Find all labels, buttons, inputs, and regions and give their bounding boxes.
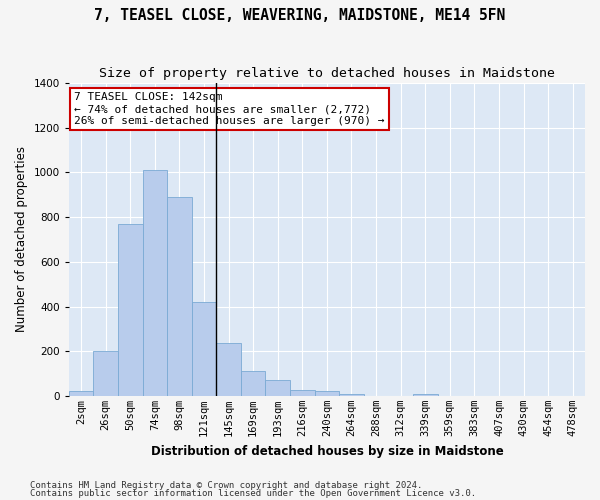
Text: 7, TEASEL CLOSE, WEAVERING, MAIDSTONE, ME14 5FN: 7, TEASEL CLOSE, WEAVERING, MAIDSTONE, M… bbox=[94, 8, 506, 22]
Bar bbox=[69, 392, 94, 396]
Bar bbox=[314, 392, 339, 396]
Bar bbox=[118, 224, 143, 396]
Bar bbox=[413, 394, 437, 396]
Y-axis label: Number of detached properties: Number of detached properties bbox=[15, 146, 28, 332]
Bar bbox=[217, 344, 241, 396]
Bar bbox=[167, 197, 192, 396]
Text: 7 TEASEL CLOSE: 142sqm
← 74% of detached houses are smaller (2,772)
26% of semi-: 7 TEASEL CLOSE: 142sqm ← 74% of detached… bbox=[74, 92, 385, 126]
X-axis label: Distribution of detached houses by size in Maidstone: Distribution of detached houses by size … bbox=[151, 444, 503, 458]
Bar bbox=[339, 394, 364, 396]
Bar bbox=[241, 372, 265, 396]
Title: Size of property relative to detached houses in Maidstone: Size of property relative to detached ho… bbox=[99, 68, 555, 80]
Bar bbox=[143, 170, 167, 396]
Bar bbox=[94, 351, 118, 396]
Text: Contains HM Land Registry data © Crown copyright and database right 2024.: Contains HM Land Registry data © Crown c… bbox=[30, 480, 422, 490]
Bar bbox=[192, 302, 217, 396]
Bar bbox=[290, 390, 314, 396]
Bar bbox=[265, 380, 290, 396]
Text: Contains public sector information licensed under the Open Government Licence v3: Contains public sector information licen… bbox=[30, 489, 476, 498]
